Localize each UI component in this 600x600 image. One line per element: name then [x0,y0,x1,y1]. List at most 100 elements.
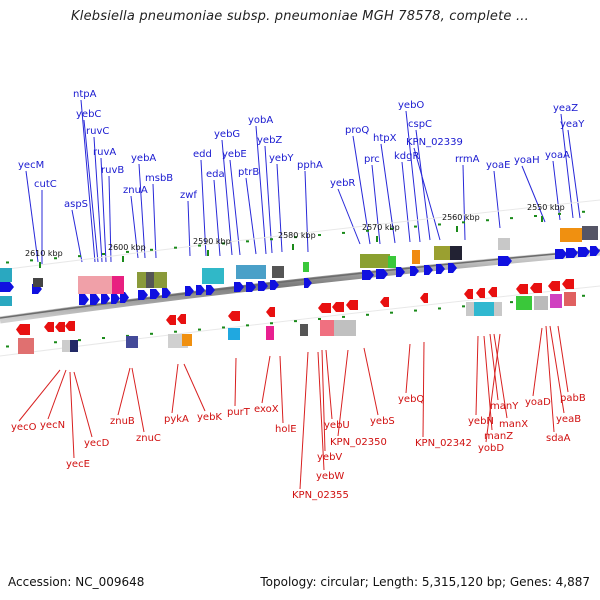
leader-line [489,333,499,401]
ring-dot-bottom [414,309,417,312]
gene-label-reverse: yebQ [398,394,424,405]
gene-content-block [498,238,510,250]
leader-line [415,129,431,241]
leader-line [276,163,283,253]
ring-dot-top [54,257,57,260]
gene-label-forward: cutC [34,179,57,190]
leader-line [279,355,284,424]
leader-line [245,177,257,255]
gene-label-forward: yoaA [545,150,570,161]
tick-label: 2550 kbp [527,203,565,212]
leader-line [337,349,349,437]
gene-content-block [228,328,240,340]
gene-content-block [303,262,309,272]
leader-line [560,113,574,219]
leader-line [83,119,99,263]
forward-gene-arrow [138,290,148,300]
forward-gene-arrow [578,247,590,257]
leader-line [152,183,157,259]
gene-label-forward: zwf [180,190,197,201]
gene-content-block [266,326,274,340]
ring-dot-top [126,250,129,253]
tick-label: 2600 kbp [108,243,146,252]
forward-gene-arrow [101,293,110,304]
reverse-gene-arrow [228,311,240,321]
leader-line [549,325,565,414]
leader-line [493,333,508,419]
reverse-gene-arrow [177,314,186,324]
gene-label-reverse: purT [227,407,251,418]
gene-label-reverse: pabB [560,393,586,404]
ring-dot-bottom [102,337,105,340]
gene-content-block [70,340,78,352]
reverse-gene-arrow [562,279,574,289]
gene-label-forward: yebO [398,100,424,111]
ring-dot-top [102,253,105,256]
gene-content-block [474,302,494,316]
gene-content-block [560,228,582,242]
ring-dot-bottom [78,339,81,342]
tick-mark [207,250,209,256]
gene-content-block [516,296,532,310]
forward-gene-arrow [498,256,512,266]
ring-dot-top [30,259,33,262]
leader-line [117,367,131,416]
gene-label-forward: yoaE [486,160,510,171]
ring-dot-top [414,225,417,228]
leader-line [93,136,103,263]
leader-line [475,335,479,416]
gene-label-forward: ntpA [73,89,97,100]
gene-label-forward: yeaY [560,119,585,130]
reverse-gene-arrow [318,303,331,313]
forward-gene-arrow [362,270,374,280]
gene-label-reverse: yobD [478,443,504,454]
ring-dot-top [6,261,9,264]
gene-content-block [388,256,396,268]
leader-line [171,363,179,414]
map-title: Klebsiella pneumoniae subsp. pneumoniae … [71,9,529,24]
gene-label-forward: ptrB [238,167,259,178]
gene-label-forward: aspS [64,199,88,210]
gene-label-reverse: sdaA [546,433,571,444]
gene-label-forward: cspC [408,119,432,130]
tick-mark [39,262,41,268]
gene-content-block [300,324,308,336]
leader-line [321,349,326,452]
leader-line [47,369,67,420]
gene-label-forward: htpX [373,133,397,144]
gene-label-forward: yecM [18,160,44,171]
forward-gene-arrow [0,282,14,292]
leader-line [483,335,493,431]
forward-gene-arrow [590,246,600,256]
gene-label-forward: ruvC [86,126,109,137]
gene-label-forward: yoaH [514,155,540,166]
leader-line [557,325,569,393]
gene-label-forward: ruvA [93,147,116,158]
gene-label-reverse: yecO [11,422,37,433]
forward-gene-arrow [270,280,279,290]
gene-label-forward: eda [206,169,225,180]
gene-content-block [236,265,266,279]
ring-dot-bottom [318,318,321,321]
ring-dot-top [270,238,273,241]
forward-gene-arrow [162,288,171,298]
gene-label-forward: yebZ [257,135,282,146]
leader-line [131,367,145,433]
tick-mark [541,216,543,222]
gene-label-reverse: znuC [136,433,161,444]
forward-gene-arrow [196,285,205,295]
gene-label-reverse: manX [499,419,528,430]
gene-label-forward: prc [364,154,380,165]
gene-label-reverse: yecE [66,459,90,470]
gene-label-reverse: yoaD [525,397,551,408]
tick-label: 2610 kbp [25,249,63,258]
ring-dot-top [486,219,489,222]
reverse-gene-arrow [55,322,65,332]
leader-line [401,161,411,243]
leader-line [532,327,543,397]
leader-line [380,143,396,244]
tick-mark [122,256,124,262]
forward-gene-arrow [120,292,129,303]
gene-label-reverse: pykA [164,414,189,425]
